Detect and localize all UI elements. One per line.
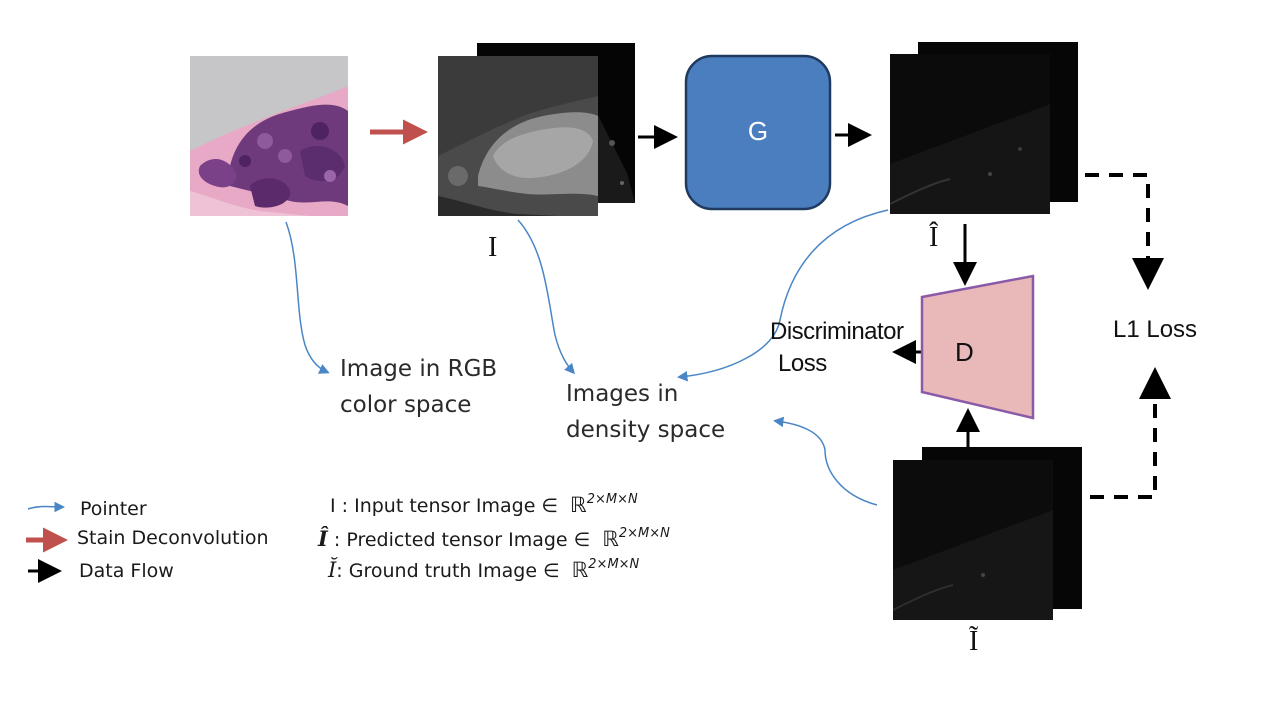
notation-gt-symbol: Ĭ [328,558,337,582]
pointer-gt [773,416,878,506]
notation-gt-dims: 2×M×N [588,557,640,572]
notation-pred-dims: 2×M×N [618,526,670,541]
notation-pred-space: ℝ [602,527,619,551]
predicted-image-front [890,54,1050,214]
notation-pred-symbol: Î [318,526,328,551]
l1-dashed-bottom [1090,367,1171,499]
predicted-image-label: Î [929,222,939,253]
notation-input-space: ℝ [570,493,587,517]
notation-input-dims: 2×M×N [586,492,638,507]
discriminator-shape [920,274,1035,420]
l1-loss-label: L1 Loss [1113,316,1198,343]
disc-loss-line1: Discriminator [770,318,904,345]
density-caption-line1: Images in [566,381,679,407]
notation-input-symbol: I [330,495,336,517]
generator-box [684,54,832,211]
l1-dashed-top [1085,173,1164,290]
density-caption: Images in density space [566,376,725,448]
input-density-front [438,56,598,216]
notation-predicted: Î : Predicted tensor Image ∈ ℝ2×M×N [318,526,670,551]
rgb-caption-line2: color space [340,392,472,418]
notation-ground-truth: Ĭ: Ground truth Image ∈ ℝ2×M×N [328,557,639,582]
input-image-label: I [488,232,498,263]
ground-truth-front [893,460,1053,620]
discriminator-label: D [955,337,974,367]
rgb-caption-line1: Image in RGB [340,356,498,382]
notation-gt-space: ℝ [571,558,589,582]
pointer-input [517,219,575,375]
notation-input: I : Input tensor Image ∈ ℝ2×M×N [330,492,638,517]
legend-flow-label: Data Flow [79,560,174,582]
discriminator-loss-label: Discriminator Loss [770,316,904,380]
notation-pred-text: : Predicted tensor Image ∈ [333,529,591,551]
pointer-rgb [285,221,330,374]
legend-stain-label: Stain Deconvolution [77,527,269,549]
rgb-caption: Image in RGB color space [340,351,497,423]
notation-input-text: : Input tensor Image ∈ [341,495,558,517]
disc-loss-line2: Loss [778,350,827,377]
legend-pointer-label: Pointer [80,498,147,520]
pointer-pred [677,209,889,382]
rgb-he-image [190,56,348,216]
notation-gt-text: : Ground truth Image ∈ [336,560,560,582]
legend-pointer-arrow [27,501,65,513]
generator-label: G [747,116,769,146]
density-caption-line2: density space [566,417,726,443]
ground-truth-label: Ĩ [969,626,979,657]
